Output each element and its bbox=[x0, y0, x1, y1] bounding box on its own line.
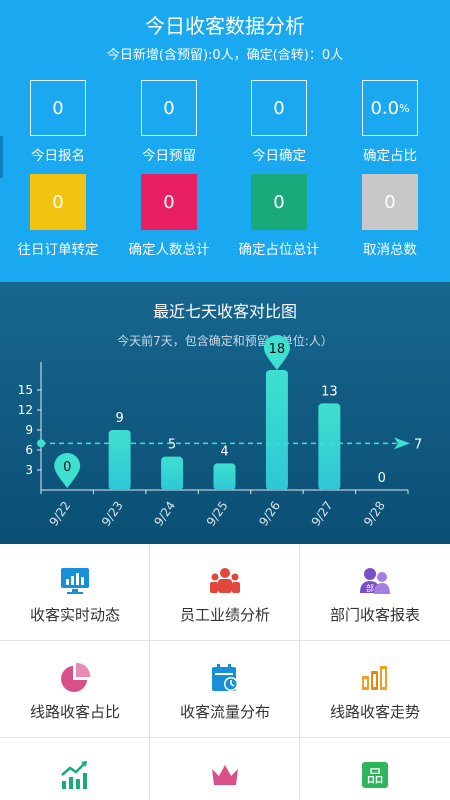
seven-day-chart-panel: 最近七天收客对比图 今天前7天，包含确定和预留（单位:人） 3 6 9 12 15 9/2… bbox=[0, 282, 450, 544]
stat-confirm-ratio[interactable]: 0.0% 确定占比 bbox=[335, 80, 445, 164]
min-marker bbox=[54, 453, 81, 488]
average-line-label: 7 bbox=[414, 437, 422, 452]
summary-panel: 今日收客数据分析 今日新增(含预留):0人，确定(含转)：0人 0 今日报名 0… bbox=[0, 0, 450, 282]
menu-realtime-dynamics[interactable]: 收客实时动态 bbox=[0, 544, 150, 641]
stat-label: 往日订单转定 bbox=[17, 242, 99, 258]
summary-subtitle: 今日新增(含预留):0人，确定(含转)：0人 bbox=[106, 48, 344, 63]
bar-value-label: 5 bbox=[168, 438, 176, 453]
bar bbox=[213, 463, 236, 490]
y-tick-label: 3 bbox=[25, 463, 33, 477]
stat-today-confirm[interactable]: 0 今日确定 bbox=[224, 80, 334, 164]
stat-value-box: 0 bbox=[251, 80, 307, 136]
menu-route-share[interactable]: 线路收客占比 bbox=[0, 641, 150, 738]
bar-value-label: 0 bbox=[378, 471, 386, 486]
stat-past-order-converted[interactable]: 0 往日订单转定 bbox=[3, 174, 113, 258]
y-tick-label: 12 bbox=[18, 403, 33, 417]
average-line-arrow bbox=[394, 437, 410, 450]
min-marker-label: 0 bbox=[63, 460, 71, 475]
svg-text:部: 部 bbox=[366, 583, 374, 593]
x-tick-label: 9/28 bbox=[361, 499, 388, 529]
menu-staff-performance[interactable]: 员工业绩分析 bbox=[150, 544, 300, 641]
page-title: 今日收客数据分析 bbox=[145, 14, 305, 38]
menu-crown[interactable] bbox=[150, 738, 300, 800]
bar-chart: 3 6 9 12 15 9/22 9/23 9/24 9/25 9/26 9/27 9/28 9 5 4 13… bbox=[18, 335, 422, 529]
menu-label: 收客流量分布 bbox=[179, 703, 270, 721]
pie-chart-icon bbox=[61, 662, 91, 692]
bar-value-label: 13 bbox=[321, 384, 338, 399]
stat-label: 确定人数总计 bbox=[128, 242, 210, 258]
menu-label: 收客实时动态 bbox=[29, 606, 120, 624]
bar bbox=[318, 403, 341, 490]
x-tick-label: 9/22 bbox=[46, 499, 73, 529]
department-users-icon: 部 bbox=[360, 568, 390, 594]
stat-value-box: 0 bbox=[141, 80, 197, 136]
edge-tab bbox=[0, 136, 3, 178]
y-tick-label: 9 bbox=[25, 423, 33, 437]
monitor-chart-icon bbox=[61, 568, 89, 594]
menu-label: 线路收客走势 bbox=[329, 703, 420, 721]
y-tick-label: 15 bbox=[18, 383, 33, 397]
stat-value-box: 0 bbox=[141, 174, 197, 230]
menu-label: 部门收客报表 bbox=[329, 606, 420, 624]
stat-value-box: 0 bbox=[30, 80, 86, 136]
stat-confirmed-seat-total[interactable]: 0 确定占位总计 bbox=[224, 174, 334, 258]
x-tick-label: 9/26 bbox=[256, 499, 283, 529]
bar bbox=[265, 370, 288, 490]
bar-value-label: 4 bbox=[220, 444, 228, 459]
stat-label: 今日确定 bbox=[252, 148, 306, 164]
stat-label: 今日报名 bbox=[31, 148, 85, 164]
stat-label: 确定占比 bbox=[363, 148, 417, 164]
stat-today-signup[interactable]: 0 今日报名 bbox=[3, 80, 113, 164]
stat-cancel-total[interactable]: 0 取消总数 bbox=[335, 174, 445, 258]
stat-label: 今日预留 bbox=[142, 148, 196, 164]
menu-route-trend[interactable]: 线路收客走势 bbox=[300, 641, 450, 738]
chart-title: 最近七天收客对比图 bbox=[152, 302, 297, 321]
x-tick-label: 9/25 bbox=[204, 499, 231, 529]
stat-label: 取消总数 bbox=[363, 242, 417, 258]
stat-confirmed-people-total[interactable]: 0 确定人数总计 bbox=[114, 174, 224, 258]
menu-label: 线路收客占比 bbox=[29, 703, 120, 721]
y-tick-label: 6 bbox=[25, 443, 33, 457]
max-marker bbox=[263, 335, 290, 370]
bar bbox=[161, 456, 184, 490]
menu-label: 员工业绩分析 bbox=[179, 606, 270, 624]
crown-icon bbox=[212, 765, 238, 785]
menu-department-report[interactable]: 部 部门收客报表 bbox=[300, 544, 450, 641]
max-marker-label: 18 bbox=[269, 342, 286, 357]
menu-trend-up[interactable] bbox=[0, 738, 150, 800]
svg-text:品: 品 bbox=[367, 767, 384, 787]
menu-product[interactable]: 品 bbox=[300, 738, 450, 800]
x-tick-label: 9/23 bbox=[99, 499, 126, 529]
stat-value-box: 0 bbox=[362, 174, 418, 230]
stat-value-box: 0 bbox=[30, 174, 86, 230]
bar-trend-icon bbox=[362, 666, 387, 690]
people-group-icon bbox=[210, 568, 240, 593]
stat-label: 确定占位总计 bbox=[238, 242, 320, 258]
bar-value-label: 9 bbox=[116, 411, 124, 426]
x-tick-label: 9/27 bbox=[309, 499, 336, 529]
bar bbox=[108, 430, 131, 490]
stat-value-box: 0 bbox=[251, 174, 307, 230]
calendar-flow-icon bbox=[212, 664, 238, 691]
trend-up-icon bbox=[61, 761, 87, 789]
product-icon: 品 bbox=[362, 762, 388, 788]
x-tick-label: 9/24 bbox=[151, 499, 178, 529]
stat-value-box: 0.0% bbox=[362, 80, 418, 136]
menu-traffic-distribution[interactable]: 收客流量分布 bbox=[150, 641, 300, 738]
feature-menu-grid: 收客实时动态 员工业绩分析 部 部门收客报表 线路收客占比 bbox=[0, 544, 450, 800]
stat-today-reserve[interactable]: 0 今日预留 bbox=[114, 80, 224, 164]
